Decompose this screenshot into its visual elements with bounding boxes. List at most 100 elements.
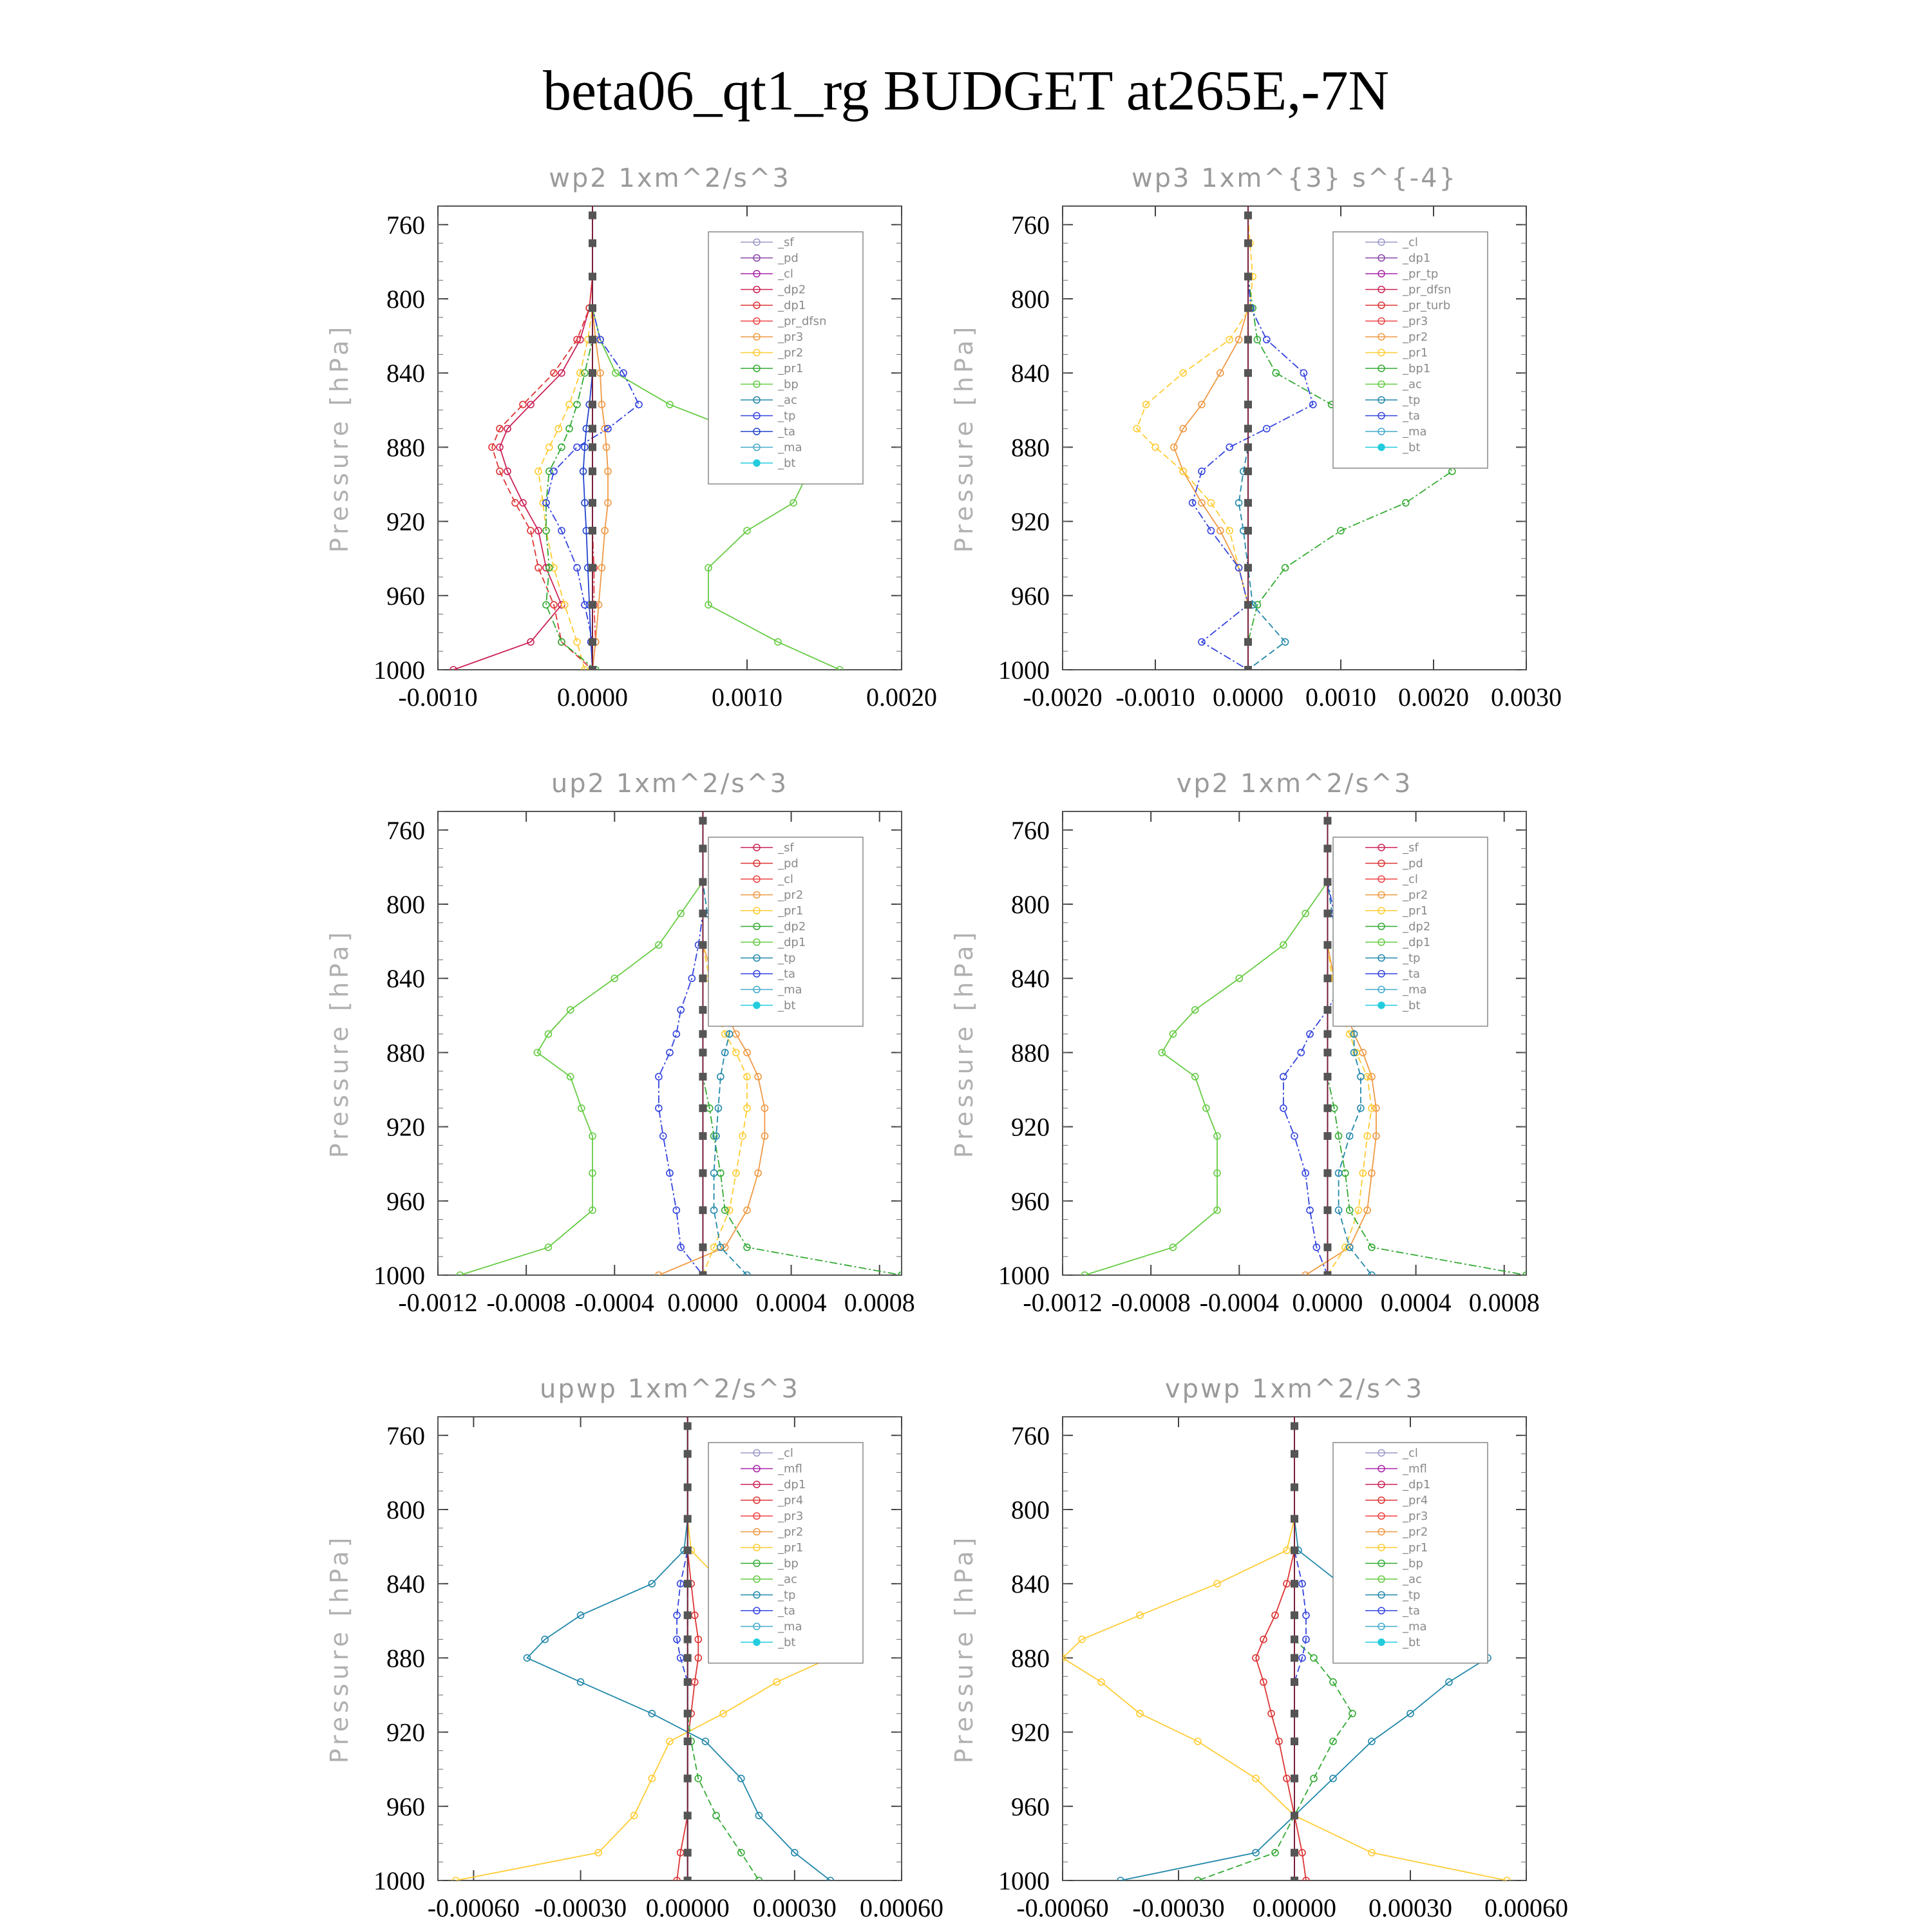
panels: wp2 1xm^2/s^37608008408809209601000-0.00… (325, 164, 1568, 1922)
data-point-dp1 (519, 401, 527, 408)
panel-title: vpwp 1xm^2/s^3 (1165, 1374, 1424, 1404)
legend-swatch-marker (1378, 985, 1385, 994)
data-point-pr1 (1133, 424, 1141, 433)
data-point-pr1 (1226, 527, 1233, 535)
legend-swatch-marker (753, 238, 761, 246)
legend-label: _ta (777, 425, 795, 439)
legend-label: _sf (1402, 841, 1419, 855)
y-tick-label: 960 (386, 582, 425, 611)
data-point-pr2 (573, 638, 581, 646)
legend-swatch-marker (753, 396, 761, 404)
legend-swatch-marker (1378, 970, 1385, 978)
legend-label: _pr1 (1402, 904, 1428, 918)
data-point-dp1 (1280, 941, 1287, 949)
zero-marker (1291, 1635, 1298, 1643)
data-point-pr1 (1179, 468, 1187, 475)
series-bp (1194, 1422, 1356, 1880)
data-point-dp1 (1213, 1206, 1221, 1214)
data-point-pr2 (1217, 369, 1224, 377)
legend-label: _pr3 (1402, 315, 1428, 328)
data-point-dp1 (1081, 1271, 1089, 1275)
data-point-ta (1198, 468, 1206, 475)
legend-swatch-marker (1378, 1001, 1385, 1009)
legend-label: _bp (777, 1557, 799, 1571)
series-line-ta (658, 820, 704, 1275)
data-point-dp2 (527, 638, 535, 646)
legend-label: _sf (777, 236, 794, 249)
data-point-ta (655, 1104, 663, 1112)
data-point-ta (1207, 527, 1215, 535)
legend-swatch-marker (1378, 1449, 1385, 1457)
data-point-ta (581, 443, 589, 451)
data-point-bp (1194, 1877, 1202, 1880)
legend-swatch-marker (753, 938, 761, 946)
legend-swatch-marker (1378, 1481, 1385, 1488)
zero-marker (683, 1580, 692, 1588)
data-point-bp1 (1281, 564, 1289, 572)
data-point-ta (672, 1206, 681, 1214)
x-tick-label: 0.0000 (1213, 683, 1283, 712)
data-point-tp (573, 564, 581, 572)
data-point-dp1 (535, 564, 542, 572)
zero-marker (699, 1271, 707, 1275)
x-tick-label: 0.0000 (557, 683, 628, 712)
data-point-pr1 (545, 564, 553, 572)
x-tick-label: 0.0010 (712, 683, 782, 712)
legend-label: _pr_tp (1402, 267, 1438, 281)
data-point-pr2 (576, 369, 584, 377)
data-point-dp1 (1202, 1104, 1210, 1112)
legend-swatch-marker (1378, 317, 1385, 325)
data-point-dp1 (1191, 1006, 1199, 1014)
data-point-pr2 (743, 1048, 751, 1057)
x-tick-label: -0.0020 (1023, 683, 1102, 712)
data-point-pr4 (1271, 1611, 1279, 1619)
data-point-dp2 (519, 498, 527, 507)
data-point-dp1 (496, 424, 504, 433)
data-point-ta (673, 1611, 681, 1619)
data-point-pr1 (1368, 1104, 1376, 1112)
data-point-pr1 (1345, 1030, 1354, 1038)
data-point-pr1 (1283, 1546, 1291, 1555)
legend-label: _pr1 (1402, 346, 1428, 360)
data-point-dp2 (721, 1206, 729, 1214)
data-point-pr1 (594, 1849, 603, 1857)
data-point-ta (672, 1030, 681, 1038)
x-tick-label: -0.0004 (1200, 1288, 1279, 1317)
data-point-tp (791, 1849, 799, 1857)
y-axis-label: Pressure [hPa] (325, 929, 354, 1159)
data-point-bp (1349, 1710, 1356, 1718)
data-point-ta (655, 1073, 663, 1081)
zero-marker (589, 211, 596, 220)
data-point-dp1 (1302, 909, 1309, 918)
legend-label: _ma (777, 983, 802, 997)
data-point-bp1 (1253, 601, 1262, 609)
series-line-tp (1327, 820, 1372, 1275)
data-point-bp (1329, 1738, 1337, 1745)
data-point-tp (1445, 1678, 1453, 1686)
legend-label: _ta (1402, 1604, 1420, 1618)
x-tick-label: 0.00060 (860, 1893, 943, 1922)
data-point-pr1 (1359, 1169, 1367, 1177)
legend-label: _dp1 (1402, 936, 1430, 949)
data-point-dp1 (488, 443, 496, 451)
data-point-pr1 (573, 401, 581, 408)
legend-label: _tp (777, 410, 795, 423)
series-line-pr1 (1327, 820, 1372, 1275)
y-tick-label: 920 (386, 1718, 425, 1747)
zero-marker (1323, 941, 1332, 949)
y-tick-label: 880 (386, 1038, 425, 1067)
x-tick-label: -0.0010 (1115, 683, 1195, 712)
zero-marker (1323, 1104, 1332, 1112)
chart-panel-3: vp2 1xm^2/s^37608008408809209601000-0.00… (950, 769, 1540, 1317)
zero-marker (699, 941, 707, 949)
data-point-pr4 (1302, 1877, 1310, 1880)
zero-marker (1291, 1580, 1298, 1588)
y-axis-label: Pressure [hPa] (325, 323, 354, 553)
data-point-ta (1297, 1048, 1305, 1057)
zero-marker (1244, 369, 1252, 377)
y-axis-label: Pressure [hPa] (325, 1534, 354, 1764)
data-point-pr2 (565, 401, 573, 408)
legend-swatch-marker (1378, 844, 1385, 851)
plot-frame (437, 1416, 902, 1881)
legend-label: _cl (777, 873, 793, 886)
